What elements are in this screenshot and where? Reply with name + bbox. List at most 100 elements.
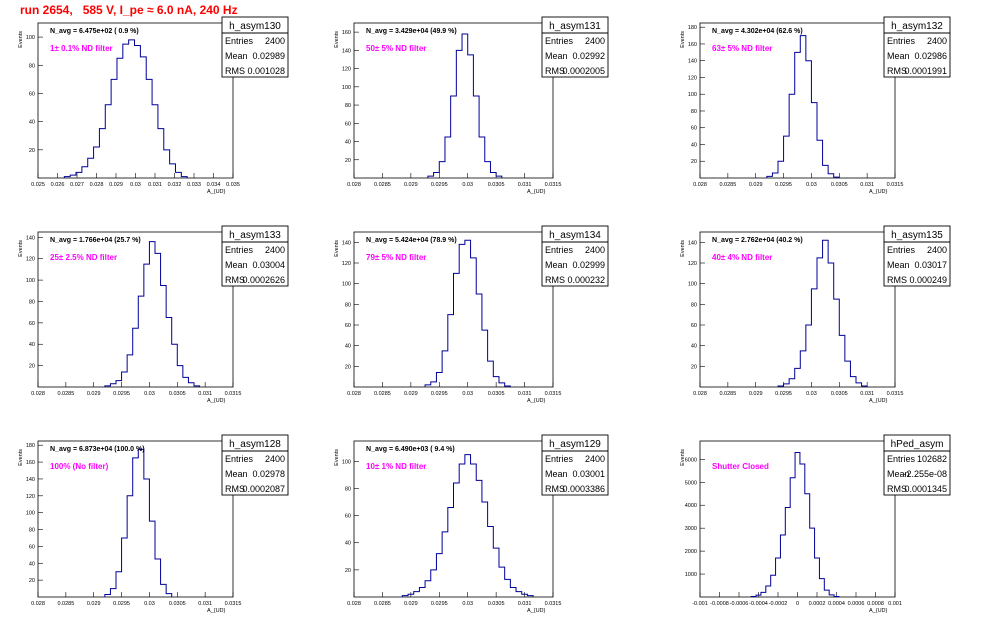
y-tick-label: 40 (29, 561, 35, 567)
stats-mean-value: 0.02989 (252, 51, 285, 61)
filter-label: 79± 5% ND filter (366, 253, 426, 262)
y-axis-label: Events (334, 240, 340, 257)
stats-entries-label: Entries (887, 36, 916, 46)
stats-mean-value: 0.03001 (572, 469, 605, 479)
stats-rms-value: 0.000249 (909, 275, 947, 285)
navg-label: N_avg = 2.762e+04 (40.2 %) (712, 237, 803, 244)
x-tick-label: 0.0295 (113, 601, 130, 607)
x-tick-label: 0.001 (888, 601, 902, 607)
stats-box (221, 434, 289, 496)
stats-box (541, 225, 609, 287)
stats-mean-value: -2.255e-08 (903, 469, 947, 479)
y-axis-label: Events (18, 449, 24, 466)
stats-entries-value: 2400 (585, 36, 605, 46)
stats-entries-label: Entries (887, 454, 916, 464)
stats-rms-value: 0.0002626 (242, 275, 285, 285)
x-tick-label: 0.0285 (374, 391, 391, 397)
x-axis-label: A_{UD} (207, 398, 226, 404)
y-tick-label: 6000 (685, 457, 697, 463)
y-tick-label: 60 (29, 321, 35, 327)
x-axis-label: A_{UD} (527, 398, 546, 404)
stats-entries-label: Entries (225, 245, 254, 255)
x-tick-label: 0.0305 (488, 601, 505, 607)
x-tick-label: 0.0305 (831, 182, 848, 188)
y-tick-label: 20 (345, 364, 351, 370)
x-tick-label: -0.0002 (769, 601, 788, 607)
x-tick-label: 0.032 (168, 182, 182, 188)
stats-mean-value: 0.02999 (572, 260, 605, 270)
stats-box (883, 16, 951, 78)
filter-label: 40± 4% ND filter (712, 253, 772, 262)
y-tick-label: 100 (342, 85, 351, 91)
y-axis-label: Events (680, 31, 686, 48)
y-tick-label: 180 (26, 443, 35, 449)
histogram-line (104, 241, 201, 387)
stats-rms-value: 0.0002005 (562, 66, 605, 76)
x-axis-label: A_{UD} (869, 398, 888, 404)
x-tick-label: 0.0008 (867, 601, 884, 607)
x-tick-label: 0.028 (31, 391, 45, 397)
x-tick-label: 0.025 (31, 182, 45, 188)
x-tick-label: 0.0315 (887, 391, 904, 397)
y-tick-label: 80 (691, 109, 697, 115)
y-tick-label: 60 (345, 514, 351, 520)
y-tick-label: 40 (345, 344, 351, 350)
y-tick-label: 80 (29, 299, 35, 305)
y-tick-label: 80 (345, 103, 351, 109)
hist-name: h_asym133 (229, 230, 281, 241)
x-tick-label: 0.0295 (775, 391, 792, 397)
plot-frame (353, 231, 554, 388)
x-tick-label: 0.0285 (57, 601, 74, 607)
stats-box (541, 16, 609, 78)
x-tick-label: 0.03 (462, 601, 473, 607)
histogram-line (766, 35, 840, 178)
y-tick-label: 140 (342, 240, 351, 246)
stats-rms-value: 0.0001345 (904, 484, 947, 494)
x-tick-label: 0.0315 (225, 601, 242, 607)
y-tick-label: 120 (26, 257, 35, 263)
x-tick-label: 0.03 (144, 391, 155, 397)
y-tick-label: 140 (688, 59, 697, 65)
stats-rms-label: RMS (545, 484, 565, 494)
x-tick-label: 0.0285 (374, 182, 391, 188)
x-tick-label: -0.0008 (710, 601, 729, 607)
plot-frame (353, 22, 554, 179)
x-tick-label: 0.031 (198, 391, 212, 397)
x-tick-label: 0.0295 (431, 182, 448, 188)
x-tick-label: 0.0305 (488, 391, 505, 397)
stats-box (221, 16, 289, 78)
y-tick-label: 60 (691, 323, 697, 329)
x-tick-label: 0.0002 (809, 601, 826, 607)
x-tick-label: 0.028 (347, 391, 361, 397)
x-tick-label: 0.029 (87, 391, 101, 397)
y-tick-label: 40 (691, 142, 697, 148)
stats-rms-label: RMS (225, 275, 245, 285)
x-tick-label: -0.001 (692, 601, 708, 607)
filter-label: 10± 1% ND filter (366, 462, 426, 471)
y-tick-label: 140 (342, 48, 351, 54)
x-tick-label: 0.029 (749, 391, 763, 397)
plot-frame (699, 22, 896, 179)
stats-entries-value: 102682 (917, 454, 947, 464)
y-tick-label: 20 (29, 148, 35, 154)
filter-label: Shutter Closed (712, 462, 769, 471)
y-tick-label: 100 (26, 511, 35, 517)
x-tick-label: 0.031 (860, 391, 874, 397)
stats-rms-label: RMS (545, 66, 565, 76)
x-tick-label: -0.0006 (730, 601, 749, 607)
y-tick-label: 80 (29, 528, 35, 534)
stats-rms-label: RMS (887, 484, 907, 494)
histogram-line (63, 39, 188, 178)
x-axis-label: A_{UD} (207, 189, 226, 195)
filter-label: 100% (No filter) (50, 462, 109, 471)
y-tick-label: 100 (342, 282, 351, 288)
navg-label: N_avg = 6.475e+02 ( 0.9 %) (50, 28, 139, 35)
x-tick-label: 0.0315 (545, 182, 562, 188)
x-tick-label: 0.03 (462, 182, 473, 188)
stats-rms-value: 0.0002087 (242, 484, 285, 494)
stats-rms-value: 0.001028 (247, 66, 285, 76)
x-tick-label: 0.028 (693, 182, 707, 188)
y-tick-label: 160 (688, 42, 697, 48)
y-tick-label: 40 (691, 344, 697, 350)
x-tick-label: 0.0295 (431, 391, 448, 397)
